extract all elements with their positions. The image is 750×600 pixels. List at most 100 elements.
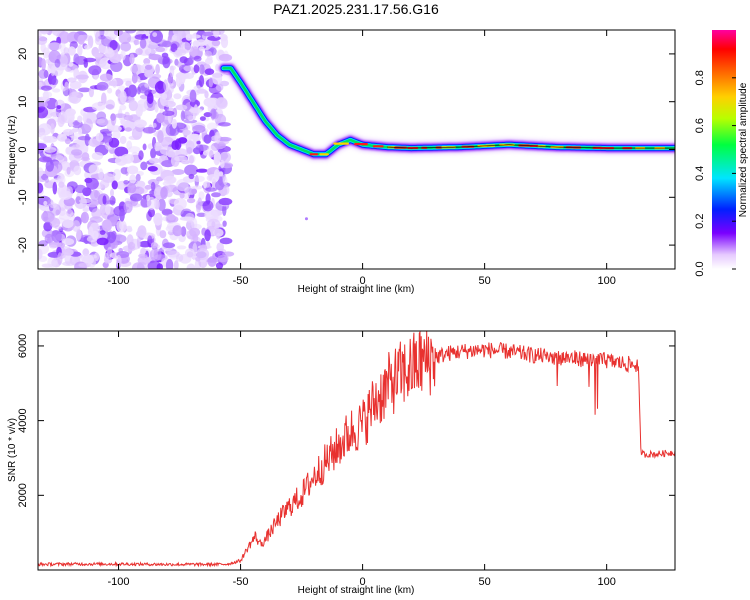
noise-blob (88, 226, 94, 235)
noise-blob (123, 180, 129, 185)
noise-blob (159, 230, 167, 239)
noise-blob (209, 150, 214, 159)
noise-blob (183, 65, 194, 72)
noise-blob (196, 212, 207, 217)
snr-xtick-label: 100 (597, 576, 615, 588)
noise-blob (174, 138, 182, 150)
noise-blob (213, 169, 221, 180)
noise-blob (211, 192, 221, 198)
snr-xlabel: Height of straight line (km) (298, 585, 415, 596)
noise-blob (193, 147, 201, 155)
noise-blob (133, 119, 147, 128)
colorbar-tick-label: 0.8 (694, 70, 706, 85)
noise-blob (51, 30, 65, 37)
noise-blob (120, 167, 129, 175)
noise-blob (205, 187, 218, 192)
noise-blob (88, 87, 94, 98)
noise-blob (203, 181, 207, 189)
noise-blob (68, 91, 82, 104)
noise-blob (124, 30, 137, 34)
noise-blob (126, 165, 139, 175)
noise-blob (144, 184, 152, 190)
noise-blob (174, 49, 187, 56)
noise-blob (40, 85, 53, 91)
noise-blob (193, 175, 205, 182)
noise-blob (174, 155, 188, 162)
noise-blob (108, 125, 122, 133)
noise-blob (147, 260, 161, 269)
noise-blob (59, 54, 68, 68)
noise-blob (38, 182, 44, 194)
noise-blob (191, 188, 198, 195)
noise-blob (67, 77, 77, 83)
noise-blob (102, 195, 107, 205)
noise-blob (147, 42, 159, 54)
noise-blob (38, 56, 43, 67)
spectrogram-xtick-label: 100 (597, 275, 615, 287)
noise-blob (119, 135, 127, 145)
noise-blob (152, 122, 157, 128)
noise-blob (77, 44, 83, 57)
noise-blob (41, 58, 46, 71)
spectrogram-xlabel: Height of straight line (km) (298, 284, 415, 295)
snr-series-line (38, 331, 675, 568)
noise-blob (64, 138, 71, 145)
noise-blob (142, 126, 157, 134)
noise-blob (203, 97, 217, 107)
noise-blob (63, 249, 74, 256)
noise-blob (99, 230, 106, 235)
noise-blob (154, 81, 167, 94)
noise-blob (171, 118, 177, 129)
noise-blob (187, 34, 201, 39)
noise-blob (125, 80, 132, 87)
noise-blob (167, 214, 176, 221)
noise-blob (147, 92, 154, 104)
noise-blob (196, 61, 207, 67)
noise-blob (120, 41, 131, 52)
colorbar-tick-label: 0.0 (694, 261, 706, 276)
noise-blob (179, 192, 185, 199)
noise-blob (72, 144, 81, 149)
noise-blob (186, 115, 194, 120)
noise-blob (149, 30, 163, 44)
noise-blob (157, 198, 166, 212)
noise-blob (57, 252, 63, 265)
noise-blob (143, 58, 151, 65)
noise-blob (204, 50, 212, 57)
noise-blob (90, 189, 101, 202)
noise-blob (173, 197, 187, 211)
noise-blob (80, 254, 93, 261)
noise-blob (91, 102, 106, 111)
noise-blob (73, 165, 82, 176)
colorbar-ticks: 0.0 0.2 0.4 0.6 0.8 (694, 70, 736, 277)
snr-ylabel: SNR (10 * v/v) (7, 418, 18, 482)
noise-blob (91, 208, 102, 220)
noise-blob (199, 116, 206, 121)
noise-blob (50, 123, 55, 135)
noise-blob (110, 60, 123, 72)
noise-blob (38, 35, 48, 45)
noise-blob (105, 204, 111, 215)
noise-blob (170, 43, 178, 53)
spectrogram-ytick-label: 0 (17, 146, 29, 152)
noise-blob (50, 111, 61, 117)
noise-blob (120, 117, 126, 126)
noise-blob (219, 159, 225, 169)
noise-blob (173, 260, 179, 269)
noise-blob (95, 31, 101, 42)
noise-blob (113, 168, 121, 181)
noise-blob (123, 200, 133, 214)
colorbar: 0.0 0.2 0.4 0.6 0.8 Normalized spectral ampl… (694, 30, 749, 277)
noise-blob (127, 241, 136, 250)
noise-blob (182, 129, 191, 136)
noise-blob (58, 213, 72, 221)
noise-blob (104, 252, 109, 264)
noise-blob (219, 237, 233, 245)
noise-blob (64, 108, 75, 120)
noise-blob (129, 53, 135, 65)
noise-blob (66, 166, 71, 175)
snr-xtick-label: 0 (360, 576, 366, 588)
noise-blob (82, 248, 90, 257)
noise-blob (62, 128, 74, 136)
